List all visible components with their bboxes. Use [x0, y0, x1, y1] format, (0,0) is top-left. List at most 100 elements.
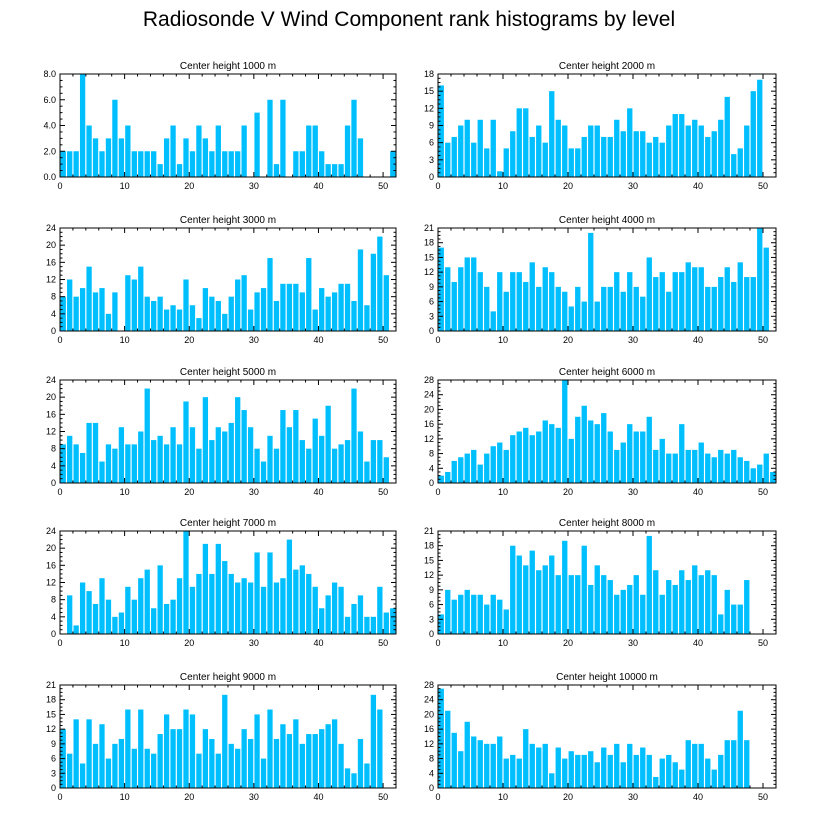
bar [705, 758, 711, 788]
bar [131, 444, 137, 483]
bar [163, 444, 170, 483]
bar [471, 142, 477, 177]
bar [202, 397, 209, 483]
bar [138, 709, 144, 788]
bar [79, 288, 86, 331]
bar [646, 754, 652, 788]
bar [711, 457, 717, 483]
bar [144, 569, 150, 634]
bar [549, 91, 555, 177]
panel-1: Center height 1000 m 0.0 2.0 4.0 6.0 8.0 0 10 20… [43, 61, 397, 191]
bar [247, 427, 254, 483]
bar [471, 449, 477, 483]
bar [718, 754, 724, 788]
bar [377, 236, 383, 331]
bar [280, 578, 286, 634]
bar [692, 267, 698, 331]
bar [523, 108, 529, 177]
bar [542, 142, 548, 177]
bar [685, 740, 691, 788]
bar [575, 286, 581, 331]
bar [364, 305, 370, 331]
bar [568, 148, 574, 177]
bar [679, 769, 685, 788]
bar [731, 604, 737, 634]
x-tick-label: 20 [563, 638, 573, 648]
bar [718, 449, 724, 483]
y-tick-label: 12 [424, 739, 434, 749]
bar [293, 151, 299, 177]
bar [86, 719, 92, 788]
bar [254, 112, 260, 177]
bar [633, 286, 639, 331]
bar [529, 136, 535, 177]
bar [125, 444, 131, 483]
bar [196, 573, 202, 634]
bar [646, 257, 652, 331]
bar [260, 586, 267, 634]
bar [60, 151, 66, 177]
bar [620, 762, 626, 788]
bar [718, 277, 724, 331]
bar [581, 301, 587, 331]
bar [209, 573, 215, 634]
y-tick-label: 9 [429, 121, 434, 131]
bar [692, 565, 698, 634]
bar [581, 136, 587, 177]
bar [653, 776, 659, 788]
bar [183, 709, 189, 788]
bar [679, 424, 685, 483]
bar [196, 125, 202, 177]
bar [247, 309, 254, 331]
x-tick-label: 30 [249, 792, 259, 802]
bar [312, 309, 318, 331]
bar [151, 608, 157, 634]
bar [705, 453, 711, 483]
y-tick-label: 18 [46, 695, 56, 705]
x-tick-label: 0 [57, 792, 62, 802]
bar [555, 286, 561, 331]
y-tick-label: 6 [429, 297, 434, 307]
bar [325, 595, 331, 634]
bar [503, 291, 509, 331]
bar [306, 573, 312, 634]
y-tick-label: 8 [429, 449, 434, 459]
bar [325, 164, 331, 177]
bar [364, 461, 370, 483]
bar [319, 729, 325, 788]
bar [698, 743, 704, 788]
y-tick-label: 0 [429, 172, 434, 182]
bar [209, 151, 215, 177]
bar [131, 748, 137, 788]
bar [594, 565, 600, 634]
bar [497, 272, 503, 331]
bar [273, 164, 280, 177]
bar [445, 589, 451, 634]
bar [163, 603, 170, 634]
bar [445, 142, 451, 177]
bar [523, 281, 529, 331]
y-tick-label: 4 [51, 461, 56, 471]
bar [438, 85, 444, 177]
x-tick-label: 40 [693, 638, 703, 648]
bar [510, 131, 516, 177]
x-tick-label: 0 [435, 335, 440, 345]
bar [607, 136, 613, 177]
bar [196, 753, 202, 788]
bar [490, 446, 496, 483]
bar [86, 591, 92, 634]
bar [228, 573, 234, 634]
bar [151, 300, 157, 331]
bar [118, 738, 125, 788]
x-tick-label: 10 [498, 335, 508, 345]
x-tick-label: 0 [435, 792, 440, 802]
bar [575, 754, 581, 788]
bar [471, 594, 477, 634]
y-tick-label: 8.0 [43, 69, 56, 79]
bar [92, 138, 99, 177]
bar [724, 453, 730, 483]
bar [510, 272, 516, 331]
y-tick-label: 12 [46, 578, 56, 588]
bar [144, 296, 150, 331]
bar [260, 288, 267, 331]
